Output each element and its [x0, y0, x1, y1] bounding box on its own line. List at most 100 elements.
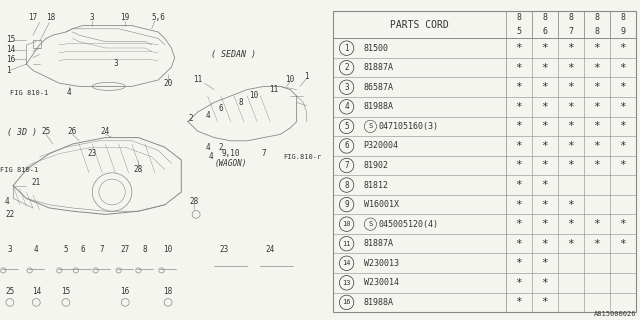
Text: ( 3D ): ( 3D ): [6, 128, 36, 137]
Text: 2: 2: [189, 114, 193, 123]
Text: *: *: [515, 121, 522, 132]
Text: 2: 2: [218, 143, 223, 152]
Text: 10: 10: [342, 221, 351, 227]
Text: 047105160(3): 047105160(3): [378, 122, 438, 131]
Text: 21: 21: [31, 178, 41, 187]
Text: 4: 4: [205, 143, 210, 152]
Text: *: *: [515, 219, 522, 229]
Text: 81500: 81500: [364, 44, 388, 53]
Text: 11: 11: [193, 76, 202, 84]
Text: 9,10: 9,10: [221, 149, 240, 158]
Text: *: *: [620, 239, 626, 249]
Text: *: *: [541, 43, 548, 53]
Text: *: *: [567, 141, 574, 151]
Text: *: *: [567, 63, 574, 73]
Text: 16: 16: [120, 287, 130, 296]
Text: 8: 8: [344, 180, 349, 189]
Text: *: *: [620, 43, 626, 53]
Text: *: *: [620, 141, 626, 151]
Text: *: *: [593, 43, 600, 53]
Text: *: *: [515, 63, 522, 73]
Text: 4: 4: [4, 197, 9, 206]
Text: 23: 23: [220, 245, 228, 254]
Text: 11: 11: [269, 85, 278, 94]
Text: 6: 6: [542, 27, 547, 36]
Text: 4: 4: [344, 102, 349, 111]
Text: 5: 5: [344, 122, 349, 131]
Bar: [33, 40, 41, 48]
Text: 7: 7: [344, 161, 349, 170]
Text: 7: 7: [100, 245, 104, 254]
Text: *: *: [515, 258, 522, 268]
Text: *: *: [541, 258, 548, 268]
Text: 8: 8: [594, 13, 599, 22]
Text: 14: 14: [6, 45, 16, 54]
Text: 26: 26: [68, 127, 77, 136]
Text: *: *: [567, 43, 574, 53]
Text: *: *: [515, 160, 522, 171]
Text: 3: 3: [113, 60, 118, 68]
Text: *: *: [567, 219, 574, 229]
Text: 5: 5: [63, 245, 68, 254]
Text: *: *: [567, 121, 574, 132]
Text: 8: 8: [238, 98, 243, 107]
Text: W16001X: W16001X: [364, 200, 399, 209]
Text: 045005120(4): 045005120(4): [378, 220, 438, 229]
Text: 81988A: 81988A: [364, 298, 394, 307]
Text: (WAGON): (WAGON): [214, 159, 247, 168]
Text: 19: 19: [120, 13, 130, 22]
Text: 81887A: 81887A: [364, 239, 394, 248]
Text: *: *: [593, 141, 600, 151]
Text: 81812: 81812: [364, 180, 388, 189]
Text: *: *: [515, 278, 522, 288]
Text: 3: 3: [8, 245, 12, 254]
Text: FIG.810-r: FIG.810-r: [284, 154, 322, 160]
Text: 1: 1: [6, 66, 12, 75]
Text: *: *: [541, 160, 548, 171]
Text: FIG 810-1: FIG 810-1: [0, 167, 38, 172]
Text: *: *: [593, 219, 600, 229]
Text: 5,6: 5,6: [151, 13, 165, 22]
Text: 11: 11: [342, 241, 351, 247]
Text: 25: 25: [5, 287, 15, 296]
Text: *: *: [593, 102, 600, 112]
Text: FIG 810-1: FIG 810-1: [10, 90, 48, 96]
Text: *: *: [620, 82, 626, 92]
Text: *: *: [541, 200, 548, 210]
Text: *: *: [620, 219, 626, 229]
Text: 81887A: 81887A: [364, 63, 394, 72]
Text: *: *: [567, 102, 574, 112]
Text: 1: 1: [304, 72, 309, 81]
Text: *: *: [541, 102, 548, 112]
Text: 15: 15: [61, 287, 70, 296]
Text: 7: 7: [261, 149, 266, 158]
Text: 3: 3: [344, 83, 349, 92]
Text: *: *: [541, 239, 548, 249]
Text: 25: 25: [42, 127, 51, 136]
Text: ( SEDAN ): ( SEDAN ): [211, 50, 256, 59]
Text: *: *: [515, 141, 522, 151]
Text: 18: 18: [163, 287, 173, 296]
Text: *: *: [620, 102, 626, 112]
Text: A815000026: A815000026: [595, 311, 637, 317]
Text: 9: 9: [344, 200, 349, 209]
Text: 16: 16: [342, 300, 351, 305]
Text: 15: 15: [6, 36, 16, 44]
Text: 6: 6: [218, 104, 223, 113]
Text: *: *: [541, 82, 548, 92]
Text: 10: 10: [249, 92, 259, 100]
Text: W230014: W230014: [364, 278, 399, 287]
Text: 16: 16: [6, 55, 16, 64]
Text: 8: 8: [143, 245, 147, 254]
Text: 10: 10: [285, 76, 294, 84]
Text: 81988A: 81988A: [364, 102, 394, 111]
Text: 18: 18: [47, 13, 56, 22]
Text: 2: 2: [344, 63, 349, 72]
Text: 24: 24: [101, 127, 110, 136]
Text: *: *: [620, 121, 626, 132]
Text: *: *: [515, 82, 522, 92]
Text: 13: 13: [342, 280, 351, 286]
Text: 8: 8: [568, 13, 573, 22]
Text: 28: 28: [190, 197, 199, 206]
Text: *: *: [515, 297, 522, 308]
